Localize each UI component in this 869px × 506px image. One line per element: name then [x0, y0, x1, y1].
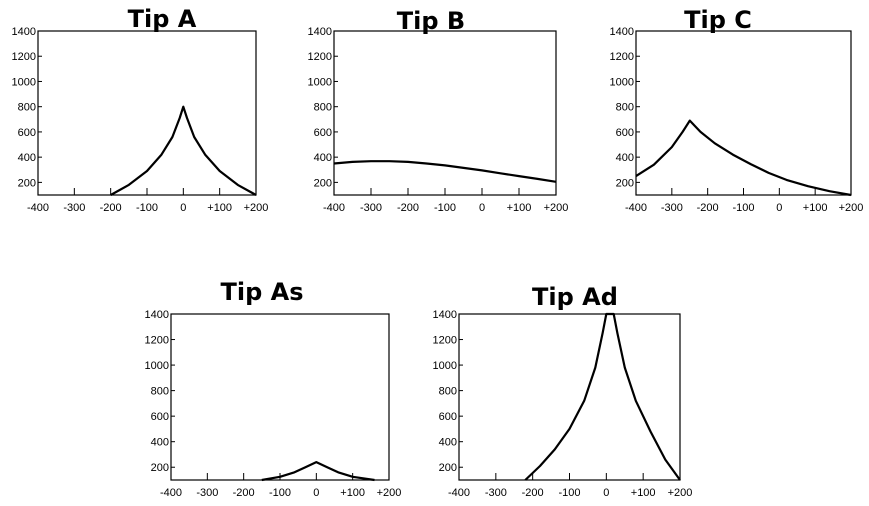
y-tick-label: 800 — [18, 102, 36, 114]
plot-frame — [333, 30, 557, 196]
x-tick-label: -300 — [661, 202, 683, 214]
y-tick-label: 1200 — [610, 51, 634, 63]
x-tick-label: +200 — [544, 202, 569, 214]
series-line — [261, 461, 375, 482]
x-tick-label: 0 — [180, 202, 186, 214]
chart-title: Tip Ad — [532, 283, 618, 311]
series-line — [524, 312, 681, 481]
y-tick-label: 1200 — [308, 51, 332, 63]
y-tick-label: 200 — [616, 177, 634, 189]
x-tick-label: +100 — [207, 202, 232, 214]
x-tick-label: -100 — [136, 202, 158, 214]
y-tick-label: 800 — [439, 386, 457, 398]
y-tick-label: 1000 — [12, 76, 36, 88]
y-tick-label: 200 — [151, 462, 169, 474]
x-tick-label: +100 — [803, 202, 828, 214]
y-tick-label: 1000 — [433, 360, 457, 372]
x-tick-label: -400 — [323, 202, 345, 214]
x-tick-label: -300 — [196, 487, 218, 499]
x-tick-label: -200 — [397, 202, 419, 214]
y-tick-label: 800 — [314, 102, 332, 114]
x-tick-label: -400 — [625, 202, 647, 214]
y-tick-label: 800 — [151, 386, 169, 398]
y-tick-label: 1400 — [308, 26, 332, 38]
chart-title: Tip A — [128, 5, 197, 33]
x-tick-label: -400 — [160, 487, 182, 499]
x-tick-label: -200 — [233, 487, 255, 499]
x-tick-label: -400 — [27, 202, 49, 214]
series-line — [635, 119, 852, 197]
x-tick-label: -300 — [63, 202, 85, 214]
y-tick-label: 1400 — [433, 309, 457, 321]
y-tick-label: 400 — [616, 152, 634, 164]
plot-frame — [458, 313, 681, 481]
x-tick-label: 0 — [313, 487, 319, 499]
y-tick-label: 600 — [314, 127, 332, 139]
chart-tip-a: Tip A 200 400 600 800 1000 1200 1400 -400 -300 -20… — [12, 5, 269, 214]
x-tick-label: +200 — [377, 487, 402, 499]
y-tick-label: 200 — [18, 177, 36, 189]
x-tick-label: +100 — [507, 202, 532, 214]
y-tick-label: 1200 — [433, 335, 457, 347]
x-tick-label: -300 — [485, 487, 507, 499]
y-tick-label: 400 — [314, 152, 332, 164]
y-tick-label: 1400 — [12, 26, 36, 38]
chart-title: Tip B — [397, 7, 465, 35]
y-tick-label: 1200 — [12, 51, 36, 63]
x-tick-label: -200 — [697, 202, 719, 214]
x-tick-label: -200 — [522, 487, 544, 499]
x-tick-label: 0 — [776, 202, 782, 214]
y-tick-label: 1200 — [145, 335, 169, 347]
y-tick-label: 400 — [439, 437, 457, 449]
x-tick-label: 0 — [479, 202, 485, 214]
series-line — [333, 160, 557, 183]
y-tick-label: 1000 — [610, 76, 634, 88]
plot-frame — [635, 30, 852, 196]
chart-title: Tip As — [221, 278, 304, 306]
y-tick-label: 1400 — [610, 26, 634, 38]
chart-tip-b: Tip B 200 400 600 800 1000 1200 1400 -400 -300 -20… — [308, 7, 569, 214]
y-tick-label: 600 — [439, 411, 457, 423]
series-line — [110, 105, 257, 196]
y-tick-label: 600 — [151, 411, 169, 423]
chart-tip-as: Tip As 200 400 600 800 1000 1200 1400 -400 -300 -2… — [145, 278, 402, 499]
y-tick-label: 1000 — [145, 360, 169, 372]
y-tick-label: 600 — [616, 127, 634, 139]
chart-title: Tip C — [684, 6, 752, 34]
x-tick-label: +100 — [631, 487, 656, 499]
y-tick-label: 200 — [314, 177, 332, 189]
y-tick-label: 600 — [18, 127, 36, 139]
chart-tip-c: Tip C 200 400 600 800 1000 1200 1400 -400 -300 -20… — [610, 6, 864, 214]
x-tick-label: -100 — [434, 202, 456, 214]
y-tick-label: 400 — [151, 437, 169, 449]
plot-frame — [170, 313, 390, 481]
x-tick-label: -400 — [448, 487, 470, 499]
x-tick-label: 0 — [603, 487, 609, 499]
x-tick-label: -300 — [360, 202, 382, 214]
y-tick-label: 400 — [18, 152, 36, 164]
chart-tip-ad: Tip Ad 200 400 600 800 1000 1200 1400 -400 -300 -2… — [433, 283, 693, 499]
x-tick-label: -100 — [732, 202, 754, 214]
y-tick-label: 200 — [439, 462, 457, 474]
x-tick-label: +200 — [668, 487, 693, 499]
y-tick-label: 1400 — [145, 309, 169, 321]
x-tick-label: -200 — [100, 202, 122, 214]
x-tick-label: +100 — [340, 487, 365, 499]
x-tick-label: +200 — [839, 202, 864, 214]
x-tick-label: -100 — [558, 487, 580, 499]
y-tick-label: 1000 — [308, 76, 332, 88]
x-tick-label: -100 — [269, 487, 291, 499]
x-tick-label: +200 — [244, 202, 269, 214]
y-tick-label: 800 — [616, 102, 634, 114]
